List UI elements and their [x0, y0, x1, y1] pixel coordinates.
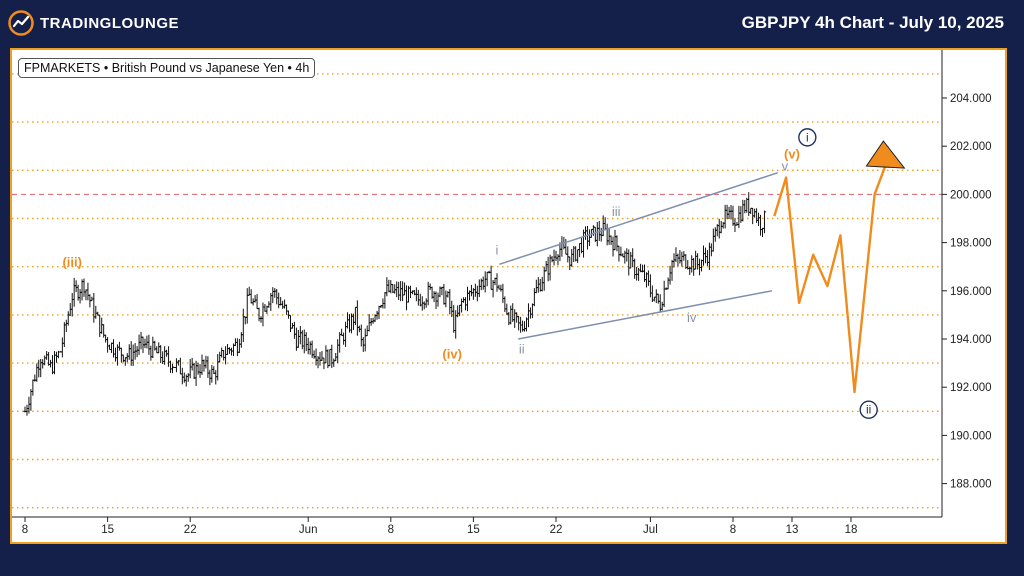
x-tick-label-2: 22: [184, 524, 197, 536]
x-tick-label-6: 22: [550, 524, 563, 536]
wave-label-5: iii: [612, 204, 621, 219]
page-title: GBPJPY 4h Chart - July 10, 2025: [741, 13, 1004, 32]
chart-frame: 188.000 190.000 192.000 194.000 196.000 198.0…: [10, 48, 1007, 544]
symbol-source-label: FPMARKETS • British Pound vs Japanese Ye…: [18, 58, 316, 78]
wave-label-2: (v): [784, 146, 800, 161]
x-tick-label-0: 8: [22, 524, 28, 536]
projection-path-line: [773, 162, 888, 394]
header: TRADINGLOUNGE GBPJPY 4h Chart - July 10,…: [0, 0, 1024, 46]
y-tick-label-5: 198.000: [950, 238, 992, 250]
logo-mark-icon: [8, 10, 34, 36]
wave-label-0: (iii): [62, 255, 82, 270]
y-tick-label-6: 200.000: [950, 189, 992, 201]
y-tick-label-3: 194.000: [950, 334, 992, 346]
x-tick-label-4: 8: [388, 524, 394, 536]
wave-circle-9: [859, 400, 878, 419]
x-tick-label-7: Jul: [643, 524, 658, 536]
x-tick-label-9: 13: [786, 524, 799, 536]
y-tick-label-1: 190.000: [950, 430, 992, 442]
wave-label-9: ii: [866, 403, 871, 417]
x-tick-label-1: 15: [101, 524, 114, 536]
x-tick-label-5: 15: [467, 524, 480, 536]
wave-label-8: i: [806, 130, 809, 144]
x-tick-label-3: Jun: [299, 524, 318, 536]
wave-circle-8: [798, 128, 817, 147]
wave-label-4: ii: [519, 341, 525, 356]
tradinglounge-logo: TRADINGLOUNGE: [8, 10, 179, 36]
y-tick-label-0: 188.000: [950, 479, 992, 491]
x-tick-label-8: 8: [730, 524, 736, 536]
channel-line-0: [499, 171, 779, 266]
wave-label-1: (iv): [442, 346, 462, 361]
y-tick-label-8: 204.000: [950, 93, 992, 105]
y-tick-label-4: 196.000: [950, 286, 992, 298]
wave-label-6: iv: [687, 310, 697, 325]
projection-arrow-head: [865, 140, 906, 169]
y-tick-label-2: 192.000: [950, 382, 992, 394]
logo-text: TRADINGLOUNGE: [40, 14, 179, 32]
channel-line-1: [518, 290, 773, 340]
price-chart: 188.000 190.000 192.000 194.000 196.000 198.0…: [12, 50, 992, 536]
x-tick-label-10: 18: [845, 524, 858, 536]
wave-label-7: v: [782, 158, 789, 173]
wave-label-3: i: [496, 243, 499, 258]
y-tick-label-7: 202.000: [950, 141, 992, 153]
